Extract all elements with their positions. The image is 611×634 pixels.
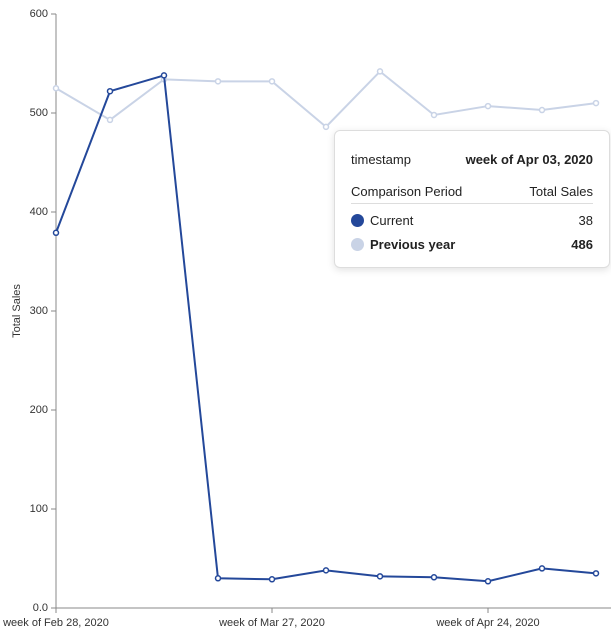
y-tick-label: 400 bbox=[30, 206, 48, 218]
tooltip-row: Previous year 486 bbox=[351, 232, 593, 256]
series-line bbox=[55, 70, 597, 129]
point bbox=[592, 570, 600, 577]
point bbox=[214, 78, 222, 85]
point bbox=[322, 567, 330, 574]
y-tick-label: 100 bbox=[30, 503, 48, 515]
point bbox=[268, 576, 276, 583]
point bbox=[376, 573, 384, 580]
tooltip-series: Previous year bbox=[351, 237, 455, 252]
tooltip-key-value: week of Apr 03, 2020 bbox=[465, 151, 593, 167]
point bbox=[52, 229, 60, 237]
tooltip-series: Current bbox=[351, 213, 413, 228]
point bbox=[160, 72, 168, 79]
tooltip: timestamp week of Apr 03, 2020 Comparison… bbox=[334, 130, 610, 268]
point bbox=[592, 99, 600, 107]
swatch bbox=[351, 213, 364, 227]
tooltip-column: Total Sales bbox=[529, 183, 593, 199]
series-name: Current bbox=[370, 212, 414, 228]
y-tick-label: 500 bbox=[30, 107, 48, 119]
series-name: Previous year bbox=[370, 236, 456, 252]
y-axis-label: Total Sales bbox=[11, 284, 23, 338]
point bbox=[430, 111, 438, 119]
y-tick-label: 0.0 bbox=[33, 602, 48, 614]
point bbox=[106, 87, 114, 95]
point bbox=[538, 106, 546, 114]
y-tick-label: 300 bbox=[30, 305, 48, 317]
point bbox=[268, 78, 276, 85]
tooltip-key: timestamp bbox=[351, 151, 411, 167]
series-value: 38 bbox=[578, 212, 593, 228]
x-tick-label: week of Mar 27, 2020 bbox=[218, 617, 325, 629]
x-tick-label: week of Apr 24, 2020 bbox=[435, 617, 539, 629]
point bbox=[322, 123, 330, 131]
y-tick-label: 600 bbox=[30, 8, 48, 20]
point bbox=[538, 565, 546, 572]
point bbox=[484, 102, 492, 110]
tooltip-row: Current 38 bbox=[351, 208, 593, 232]
swatch bbox=[351, 237, 364, 251]
point bbox=[52, 85, 60, 92]
tooltip-column: Comparison Period bbox=[351, 183, 463, 199]
point bbox=[430, 574, 438, 581]
point bbox=[376, 68, 384, 75]
x-tick-label: week of Feb 28, 2020 bbox=[2, 617, 109, 629]
point bbox=[106, 116, 114, 124]
point bbox=[484, 578, 492, 585]
point bbox=[214, 575, 222, 582]
y-tick-label: 200 bbox=[30, 404, 48, 416]
series-value: 486 bbox=[571, 236, 593, 252]
